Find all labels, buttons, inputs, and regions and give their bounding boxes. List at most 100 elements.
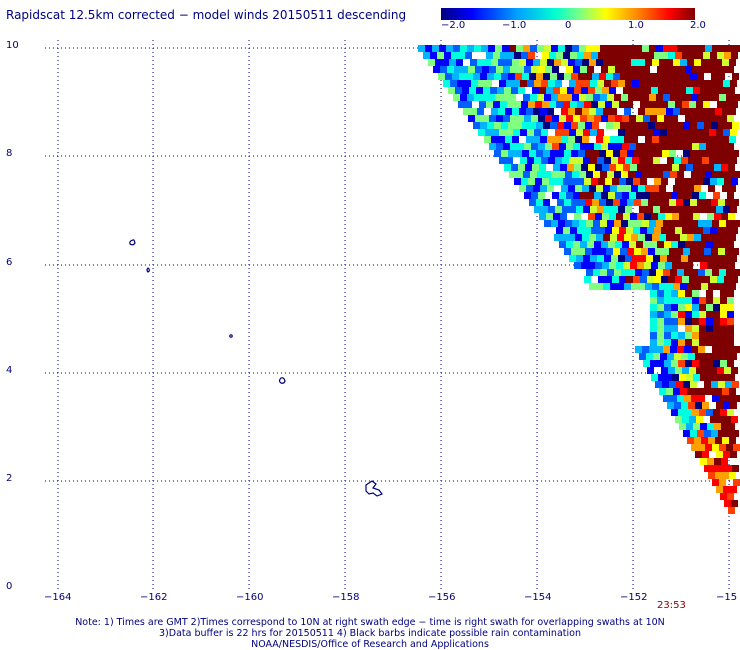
- swath-pixel: [696, 367, 703, 374]
- swath-pixel: [648, 248, 655, 255]
- swath-pixel: [680, 388, 687, 395]
- swath-pixel: [709, 129, 716, 136]
- swath-pixel: [647, 276, 654, 283]
- swath-pixel: [626, 227, 633, 234]
- swath-pixel: [727, 304, 734, 311]
- swath-pixel: [591, 227, 598, 234]
- swath-pixel: [566, 115, 573, 122]
- swath-pixel: [610, 283, 617, 290]
- swath-pixel: [704, 150, 711, 157]
- swath-pixel: [555, 206, 562, 213]
- swath-pixel: [689, 101, 696, 108]
- swath-pixel: [659, 283, 666, 290]
- swath-pixel: [584, 52, 591, 59]
- swath-pixel: [516, 45, 523, 52]
- swath-pixel: [609, 87, 616, 94]
- swath-pixel: [615, 115, 622, 122]
- swath-pixel: [663, 269, 670, 276]
- swath-pixel: [564, 248, 571, 255]
- swath-pixel: [709, 80, 716, 87]
- swath-pixel: [452, 73, 459, 80]
- swath-pixel: [694, 108, 701, 115]
- swath-pixel: [491, 136, 498, 143]
- swath-pixel: [712, 479, 719, 486]
- swath-pixel: [664, 66, 671, 73]
- swath-pixel: [603, 136, 610, 143]
- swath-pixel: [568, 185, 575, 192]
- swath-pixel: [685, 360, 692, 367]
- swath-pixel: [690, 150, 697, 157]
- swath-pixel: [675, 52, 682, 59]
- swath-pixel: [634, 150, 641, 157]
- swath-pixel: [517, 115, 524, 122]
- swath-pixel: [642, 45, 649, 52]
- swath-pixel: [575, 108, 582, 115]
- swath-pixel: [590, 80, 597, 87]
- island: [278, 377, 286, 384]
- swath-pixel: [705, 269, 712, 276]
- swath-pixel: [713, 332, 720, 339]
- swath-pixel: [549, 178, 556, 185]
- swath-pixel: [680, 283, 687, 290]
- swath-pixel: [719, 395, 726, 402]
- swath-pixel: [691, 220, 698, 227]
- swath-pixel: [553, 164, 560, 171]
- swath-pixel: [622, 192, 629, 199]
- y-tick-label: 0: [6, 581, 13, 592]
- swath-pixel: [636, 241, 643, 248]
- swath-pixel: [594, 115, 601, 122]
- swath-pixel: [558, 45, 565, 52]
- swath-pixel: [724, 416, 731, 423]
- swath-pixel: [600, 220, 607, 227]
- swath-pixel: [555, 80, 562, 87]
- swath-pixel: [593, 171, 600, 178]
- swath-pixel: [719, 479, 726, 486]
- swath-pixel: [726, 269, 733, 276]
- y-tick-label: 2: [6, 473, 13, 484]
- swath-pixel: [618, 80, 625, 87]
- swath-pixel: [689, 178, 696, 185]
- swath-pixel: [722, 136, 729, 143]
- swath-pixel: [694, 185, 701, 192]
- swath-pixel: [673, 283, 680, 290]
- swath-pixel: [687, 388, 694, 395]
- swath-pixel: [585, 248, 592, 255]
- swath-pixel: [562, 129, 569, 136]
- swath-pixel: [700, 374, 707, 381]
- swath-pixel: [712, 346, 719, 353]
- swath-pixel: [640, 101, 647, 108]
- swath-pixel: [662, 73, 669, 80]
- x-tick-label: −162: [140, 592, 168, 603]
- swath-pixel: [667, 353, 674, 360]
- swath-pixel: [517, 66, 524, 73]
- swath-pixel: [602, 262, 609, 269]
- swath-pixel: [564, 199, 571, 206]
- swath-pixel: [623, 164, 630, 171]
- swath-pixel: [606, 73, 613, 80]
- swath-pixel: [635, 346, 642, 353]
- swath-pixel: [589, 59, 596, 66]
- swath-pixel: [684, 45, 691, 52]
- swath-pixel: [579, 94, 586, 101]
- swath-pixel: [602, 87, 609, 94]
- swath-pixel: [670, 94, 677, 101]
- swath-pixel: [510, 143, 517, 150]
- swath-pixel: [520, 80, 527, 87]
- swath-pixel: [637, 262, 644, 269]
- swath-pixel: [526, 108, 533, 115]
- swath-pixel: [650, 332, 657, 339]
- swath-pixel: [685, 192, 692, 199]
- x-tick-label: −152: [620, 592, 648, 603]
- y-tick-label: 6: [6, 257, 13, 268]
- swath-pixel: [586, 220, 593, 227]
- swath-pixel: [701, 234, 708, 241]
- swath-pixel: [699, 304, 706, 311]
- swath-pixel: [635, 45, 642, 52]
- swath-pixel: [718, 73, 725, 80]
- swath-pixel: [523, 94, 530, 101]
- swath-pixel: [640, 227, 647, 234]
- swath-pixel: [656, 220, 663, 227]
- swath-pixel: [543, 73, 550, 80]
- swath-pixel: [614, 220, 621, 227]
- swath-pixel: [606, 122, 613, 129]
